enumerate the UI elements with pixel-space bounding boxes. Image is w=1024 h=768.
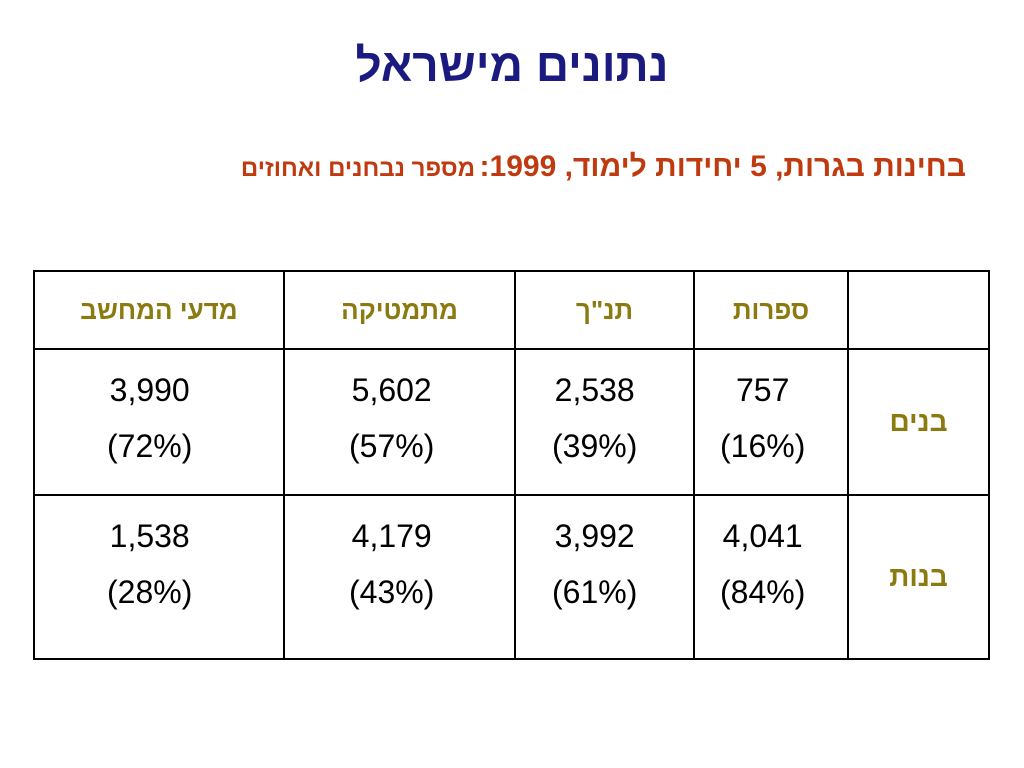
header-mathematics: מתמטיקה [283,269,516,351]
count-value: 4,179 [351,518,432,555]
cell-boys-computer-science: 3,990 (72%) [33,348,285,497]
percent-value: (28%) [107,574,193,611]
percent-value: (57%) [349,428,435,465]
cell-girls-computer-science: 1,538 (28%) [33,494,285,660]
count-value: 4,041 [722,518,803,555]
count-value: 757 [735,372,790,409]
percent-value: (16%) [720,428,806,465]
results-table: ספרות תנ"ך מתמטיקה מדעי המחשב בנים 757 (1… [33,269,990,660]
percent-value: (43%) [349,574,435,611]
slide-title: נתונים מישראל [355,39,669,91]
percent-value: (39%) [552,428,638,465]
header-bible: תנ"ך [514,269,695,351]
table-header-row: ספרות תנ"ך מתמטיקה מדעי המחשב [33,269,990,351]
count-value: 3,992 [554,518,635,555]
corner-cell [847,269,990,351]
header-computer-science: מדעי המחשב [33,269,285,351]
cell-boys-mathematics: 5,602 (57%) [283,348,516,497]
cell-boys-bible: 2,538 (39%) [514,348,695,497]
slide-subtitle: בחינות בגרות, 5 יחידות לימוד, 1999: מספר… [241,150,966,184]
count-value: 2,538 [554,372,635,409]
subtitle-main: בחינות בגרות, 5 יחידות לימוד, 1999: [479,150,966,183]
subtitle-note: מספר נבחנים ואחוזים [240,155,476,182]
percent-value: (72%) [107,428,193,465]
cell-girls-mathematics: 4,179 (43%) [283,494,516,660]
percent-value: (61%) [552,574,638,611]
row-label-girls: בנות [847,494,990,660]
header-literature: ספרות [693,269,849,351]
count-value: 1,538 [109,518,190,555]
cell-boys-literature: 757 (16%) [693,348,849,497]
cell-girls-literature: 4,041 (84%) [693,494,849,660]
count-value: 3,990 [109,372,190,409]
row-label-boys: בנים [847,348,990,497]
count-value: 5,602 [351,372,432,409]
table-row-boys: בנים 757 (16%) 2,538 (39%) 5,602 (57%) 3,99… [33,348,990,497]
table-row-girls: בנות 4,041 (84%) 3,992 (61%) 4,179 (43%) 1,… [33,494,990,660]
percent-value: (84%) [720,574,806,611]
cell-girls-bible: 3,992 (61%) [514,494,695,660]
